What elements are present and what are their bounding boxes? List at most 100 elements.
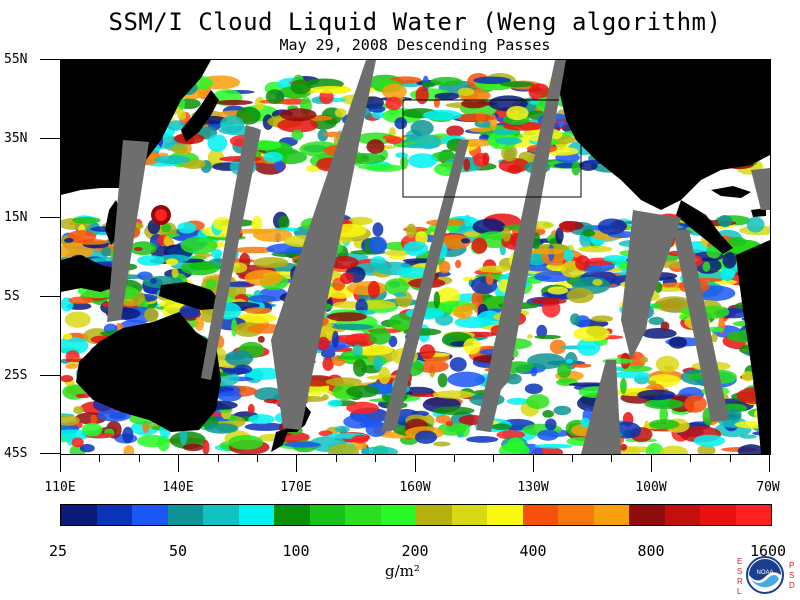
cloud-water-patch [565,359,573,364]
cloud-water-patch [369,328,391,345]
cloud-water-patch [534,443,573,449]
cloud-water-patch [654,296,694,313]
colorbar-swatch [380,505,416,525]
cloud-water-patch [163,235,172,247]
lon-label-170e: 170E [280,480,312,495]
lon-minor-tick [139,454,140,462]
colorbar-swatch [238,505,274,525]
lat-label-25s: 25S [4,368,28,383]
cloud-water-patch [332,330,339,348]
svg-text:NOAA: NOAA [756,570,773,576]
lon-major-tick [769,454,770,472]
cloud-water-patch [263,151,283,163]
cloud-water-patch [570,313,581,326]
cloud-water-patch [416,134,441,150]
cloud-water-patch [549,339,567,355]
cloud-water-patch [619,443,628,451]
cloud-water-patch [711,333,718,343]
cloud-water-patch [326,312,367,322]
cloud-water-patch [310,85,352,94]
colorbar-label-1600: 1600 [749,542,787,560]
cloud-water-patch [400,155,409,170]
cloud-water-patch [575,255,590,271]
cloud-water-patch [581,229,596,237]
cloud-water-patch [171,268,179,278]
colorbar-swatch [593,505,629,525]
cloud-water-patch [491,423,512,431]
cloud-water-patch [61,415,80,426]
cloud-water-patch [160,223,172,233]
cloud-water-patch [415,430,437,444]
cloud-water-patch [433,97,440,108]
cloud-water-patch [659,445,689,454]
cloud-water-patch [566,288,594,304]
cloud-water-patch [71,437,84,448]
lon-minor-tick [454,454,455,462]
land-japan [181,90,219,142]
cloud-water-patch [381,83,407,100]
cloud-water-patch [137,255,165,266]
cloud-water-patch [331,323,374,330]
cloud-water-patch [534,334,562,340]
cloud-water-patch [437,422,466,436]
cloud-water-patch [212,217,232,231]
swath-3 [271,60,376,430]
cloud-water-patch [432,406,475,415]
cloud-water-patch [447,371,486,388]
colorbar-label-25: 25 [48,542,68,560]
cloud-water-patch [406,223,417,239]
cloud-water-patch [68,296,94,305]
cloud-water-patch [524,383,543,395]
cloud-water-patch [253,257,289,268]
land-asia [61,60,211,195]
cloud-water-patch [150,278,157,284]
lon-label-100w: 100W [635,480,667,495]
cloud-water-patch [290,79,312,95]
cloud-water-patch [647,380,657,385]
cloud-water-patch [352,344,363,357]
logo-letter: D [789,581,795,590]
cloud-water-patch [463,231,483,238]
colorbar-swatch [167,505,203,525]
swath-1 [107,140,149,322]
swath-8 [673,230,729,422]
cloud-water-patch [67,230,97,244]
cloud-water-patch [335,425,350,433]
cloud-water-patch [75,393,91,399]
cloud-water-patch [388,335,398,348]
colorbar-label-200: 200 [401,542,429,560]
lon-minor-tick [375,454,376,462]
cloud-water-patch [244,422,287,431]
cloud-water-patch [264,398,277,404]
cloud-water-patch [655,355,680,373]
land-caribbean [711,186,766,217]
cloud-water-patch [207,149,224,166]
cloud-water-patch [393,292,407,297]
cloud-water-patch [204,423,239,434]
cloud-water-patch [225,350,254,367]
colorbar-label-100: 100 [282,542,310,560]
cloud-water-patch [365,420,387,437]
cloud-water-patch [586,325,607,337]
cloud-water-patch [408,153,437,169]
cloud-water-patch [336,355,369,360]
lat-label-35n: 35N [4,131,28,146]
cloud-water-patch [207,134,228,152]
lat-label-15n: 15N [4,210,28,225]
cloud-water-patch [346,385,380,398]
cloud-water-patch [433,291,440,309]
colorbar-swatch [487,505,523,525]
land-indonesia [61,255,121,292]
lon-minor-tick [611,454,612,462]
cloud-water-patch [737,444,765,454]
cloud-water-patch [727,237,747,247]
cloud-water-patch [61,375,74,383]
cloud-water-patch [720,267,735,281]
cloud-water-patch [334,108,347,118]
logo-letter: S [789,571,795,580]
cloud-water-patch [274,159,285,172]
cloud-water-patch [693,434,725,447]
cloud-water-patch [419,344,436,359]
cloud-water-patch [372,222,384,237]
logo-letter: R [737,577,743,586]
